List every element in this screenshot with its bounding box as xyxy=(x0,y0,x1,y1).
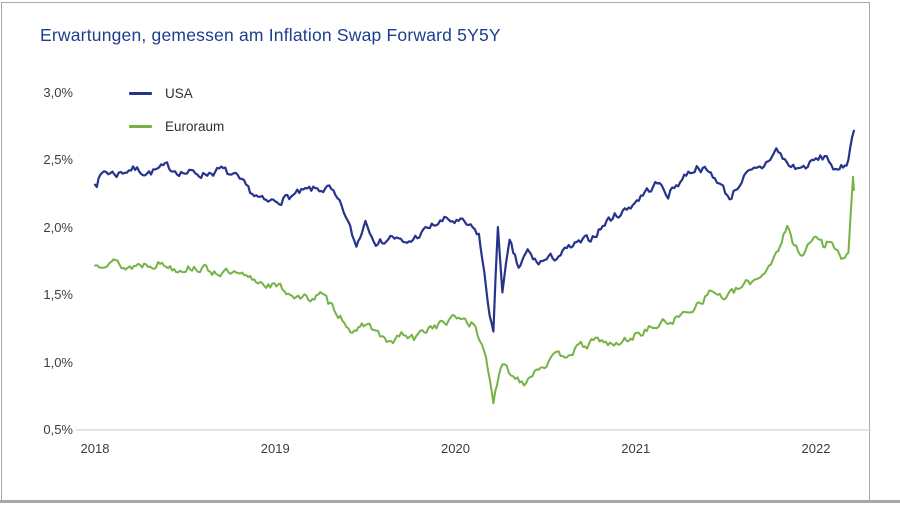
legend-label-euroraum: Euroraum xyxy=(165,118,225,134)
x-tick-label: 2021 xyxy=(621,441,651,456)
y-tick-label: 3,0% xyxy=(43,85,73,100)
bottom-border-bar xyxy=(0,500,900,503)
x-tick-label: 2019 xyxy=(260,441,290,456)
usa-line-swatch xyxy=(129,91,152,95)
legend-label-usa: USA xyxy=(165,85,193,101)
legend: USA Euroraum xyxy=(129,84,224,150)
y-tick-label: 1,5% xyxy=(43,287,73,303)
x-tick-label: 2022 xyxy=(801,441,831,456)
legend-item-euroraum: Euroraum xyxy=(129,117,224,135)
y-tick-label: 2,0% xyxy=(43,219,73,235)
euroraum-series-line xyxy=(94,175,855,405)
chart-title: Erwartungen, gemessen am Inflation Swap … xyxy=(40,25,501,45)
x-tick-label: 2018 xyxy=(80,441,110,456)
legend-item-usa: USA xyxy=(129,84,224,102)
euroraum-line-swatch xyxy=(129,124,152,128)
y-tick-label: 0,5% xyxy=(43,422,73,437)
y-tick-label: 2,5% xyxy=(43,152,73,168)
x-tick-label: 2020 xyxy=(441,441,470,456)
usa-series-line xyxy=(93,129,855,333)
y-tick-label: 1,0% xyxy=(43,354,73,370)
